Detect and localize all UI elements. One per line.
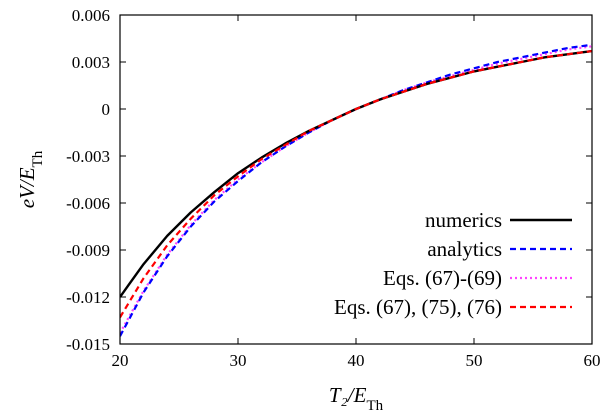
legend-label: Eqs. (67), (75), (76) (334, 295, 502, 319)
series-line-analytics (120, 43, 592, 337)
y-axis-title: eV/ETh (15, 150, 46, 208)
y-tick-label: -0.015 (66, 335, 110, 354)
x-tick-label: 60 (584, 351, 601, 370)
series-line-eqs-67-69 (120, 45, 592, 334)
x-tick-label: 30 (230, 351, 247, 370)
legend-entry: Eqs. (67), (75), (76) (334, 295, 572, 319)
legend-label: Eqs. (67)-(69) (383, 266, 502, 290)
legend-entry: numerics (425, 208, 572, 232)
y-tick-label: -0.003 (66, 147, 110, 166)
y-tick-label: 0.003 (72, 53, 110, 72)
series-line-numerics (120, 49, 592, 298)
axis-layer: 20 30 40 50 60 -0.015 -0.012 -0.009 -0.006 -0.003… (66, 6, 600, 370)
marks-layer (120, 43, 592, 337)
legend: numerics analytics Eqs. (67)-(69) Eqs. (67)… (334, 208, 572, 319)
x-tick-label: 50 (466, 351, 483, 370)
y-tick-label: -0.012 (66, 288, 110, 307)
legend-entry: analytics (427, 237, 572, 261)
legend-label: numerics (425, 208, 502, 232)
y-tick-label: 0 (102, 100, 111, 119)
x-tick-label: 20 (112, 351, 129, 370)
x-tick-label: 40 (348, 351, 365, 370)
y-tick-label: -0.009 (66, 241, 110, 260)
y-tick-label: -0.006 (66, 194, 110, 213)
y-tick-label: 0.006 (72, 6, 110, 25)
x-axis-title: T₂/ETh (329, 383, 384, 414)
legend-label: analytics (427, 237, 502, 261)
series-line-eqs-67-75-76 (120, 49, 592, 318)
legend-entry: Eqs. (67)-(69) (383, 266, 572, 290)
